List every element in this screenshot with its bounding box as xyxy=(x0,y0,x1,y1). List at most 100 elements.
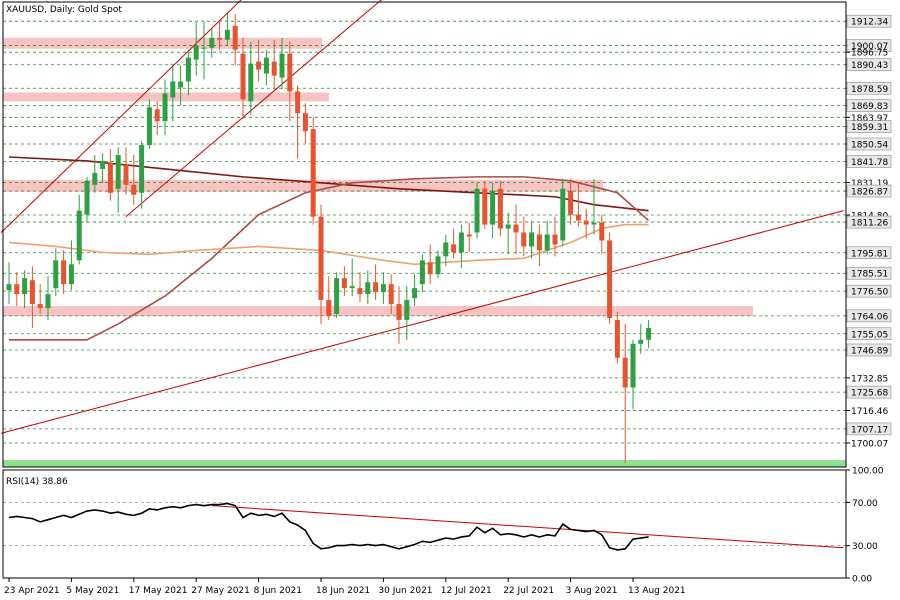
time-tick-label: 23 Apr 2021 xyxy=(4,586,60,596)
price-tick-label: 1785.51 xyxy=(851,270,888,280)
candle-body xyxy=(107,162,113,193)
candle-body xyxy=(583,220,589,225)
candle-body xyxy=(53,260,59,289)
price-tick-label: 1878.59 xyxy=(851,85,888,95)
candle-body xyxy=(607,240,613,318)
rsi-panel: RSI(14) 38.86 xyxy=(2,469,847,579)
price-tick-label: 1859.31 xyxy=(851,123,888,133)
price-tick-label: 1890.43 xyxy=(851,61,888,71)
price-label-box xyxy=(846,284,892,298)
candle-body xyxy=(427,262,433,275)
candle-body xyxy=(614,319,620,358)
candle-body xyxy=(341,278,347,289)
candle-body xyxy=(334,278,340,314)
candle-body xyxy=(248,63,254,102)
candle-body xyxy=(318,216,324,301)
candle-body xyxy=(490,190,496,225)
candle-body xyxy=(443,242,449,257)
main-price-panel: XAUUSD, Daily: Gold Spot xyxy=(0,0,847,468)
price-tick-label: 1764.06 xyxy=(851,312,888,322)
rsi-tick-label: 100.00 xyxy=(852,467,884,477)
candle-body xyxy=(396,304,402,320)
candle-body xyxy=(513,224,519,233)
price-tick-label: 1826.87 xyxy=(851,188,888,198)
support-zone xyxy=(3,37,322,49)
candle-body xyxy=(474,188,480,233)
candle-body xyxy=(451,244,457,253)
rsi-line xyxy=(8,502,649,551)
candle-body xyxy=(529,232,535,247)
candle-body xyxy=(388,284,394,305)
candle-body xyxy=(287,53,293,92)
candle-body xyxy=(560,188,566,241)
price-label-box xyxy=(846,99,892,112)
candle-body xyxy=(193,45,199,60)
candle-body xyxy=(638,339,644,344)
candle-body xyxy=(505,224,511,229)
candle-body xyxy=(552,234,558,245)
time-tick-label: 17 May 2021 xyxy=(129,586,188,596)
candle-body xyxy=(232,25,238,50)
price-tick-label: 1700.07 xyxy=(851,440,888,450)
candle-body xyxy=(412,288,418,299)
candle-body xyxy=(224,29,230,40)
price-label-box xyxy=(846,39,892,52)
price-tick-label: 1725.68 xyxy=(851,389,888,399)
rsi-panel-frame xyxy=(2,469,847,579)
price-tick-label: 1900.07 xyxy=(851,42,888,52)
candle-body xyxy=(14,284,20,295)
candle-body xyxy=(146,107,152,146)
candle-body xyxy=(544,234,550,251)
time-axis: 23 Apr 2021 5 May 2021 17 May 2021 27 May 2… xyxy=(4,578,686,596)
rsi-tick-label: 30.00 xyxy=(852,542,878,552)
candle-body xyxy=(29,280,35,305)
candle-body xyxy=(61,260,67,285)
trendline xyxy=(0,0,242,233)
candle-body xyxy=(68,264,74,285)
candle-body xyxy=(349,286,355,289)
rsi-tick-label: 70.00 xyxy=(852,499,878,509)
candle-body xyxy=(6,284,12,291)
candle-body xyxy=(458,232,464,253)
price-label-box xyxy=(846,184,892,198)
candle-body xyxy=(37,304,43,309)
price-tick-label: 1896.75 xyxy=(851,49,888,59)
candle-body xyxy=(521,232,527,247)
candle-body xyxy=(201,47,207,49)
candle-body xyxy=(466,234,472,237)
candle-body xyxy=(295,91,301,114)
price-tick-label: 1850.54 xyxy=(851,141,888,151)
candle-body xyxy=(575,214,581,221)
price-tick-label: 1776.50 xyxy=(851,288,888,298)
price-label-box xyxy=(846,155,892,168)
moving-average-line xyxy=(8,223,649,266)
price-tick-label: 1732.85 xyxy=(851,374,888,384)
time-tick-label: 30 Jun 2021 xyxy=(378,586,432,596)
candle-body xyxy=(599,222,605,241)
candle-body xyxy=(279,53,285,78)
price-label-box xyxy=(846,58,892,72)
main-panel-frame xyxy=(2,1,847,468)
candle-body xyxy=(76,210,82,261)
candle-body xyxy=(123,164,129,185)
price-tick-label: 1707.17 xyxy=(851,425,888,435)
candle-body xyxy=(131,184,137,195)
candle-body xyxy=(271,61,277,76)
rsi-axis: 100.00 70.00 30.00 0.00 xyxy=(846,467,884,585)
candle-body xyxy=(435,256,441,275)
price-tick-label: 1831.19 xyxy=(851,179,888,189)
candle-body xyxy=(170,81,176,98)
candle-body xyxy=(217,37,223,40)
rsi-label: RSI(14) 38.86 xyxy=(6,477,68,487)
support-zone xyxy=(3,306,753,316)
candle-body xyxy=(326,300,332,316)
time-tick-label: 18 Jun 2021 xyxy=(316,586,370,596)
candle-body xyxy=(256,61,262,70)
support-zone xyxy=(3,179,603,192)
candle-body xyxy=(302,113,308,132)
price-label-box xyxy=(846,246,892,260)
trendline xyxy=(1,210,844,434)
